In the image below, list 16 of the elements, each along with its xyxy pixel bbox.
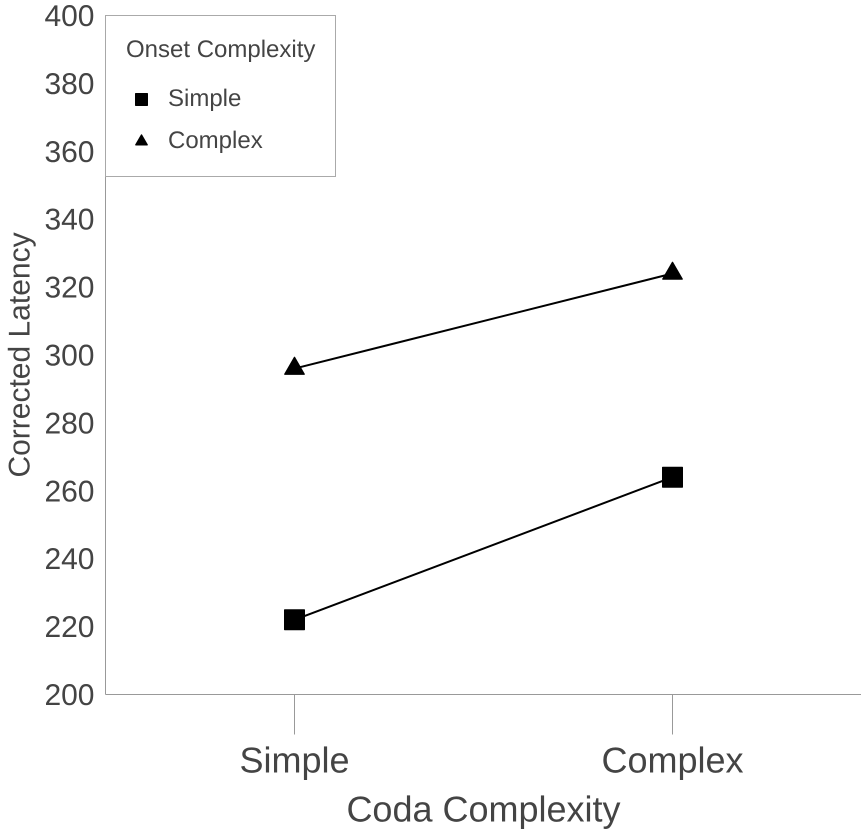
- y-tick-label: 300: [44, 340, 95, 372]
- y-tick-label: 360: [44, 136, 95, 169]
- y-tick-label: 220: [44, 611, 95, 644]
- y-tick-label: 240: [44, 543, 95, 576]
- y-tick-label: 280: [44, 407, 95, 440]
- y-tick-label: 320: [44, 272, 95, 305]
- y-tick-label: 400: [44, 0, 95, 33]
- legend-label: Complex: [168, 127, 263, 155]
- x-axis-title: Coda Complexity: [346, 788, 621, 830]
- y-tick-label: 340: [44, 204, 95, 237]
- y-tick-label: 260: [44, 475, 95, 508]
- y-tick-label: 380: [44, 68, 95, 101]
- legend-label: Simple: [168, 85, 242, 113]
- y-tick-label: 200: [44, 679, 95, 712]
- legend-title: Onset Complexity: [126, 36, 316, 64]
- y-axis-title: Corrected Latency: [3, 232, 36, 478]
